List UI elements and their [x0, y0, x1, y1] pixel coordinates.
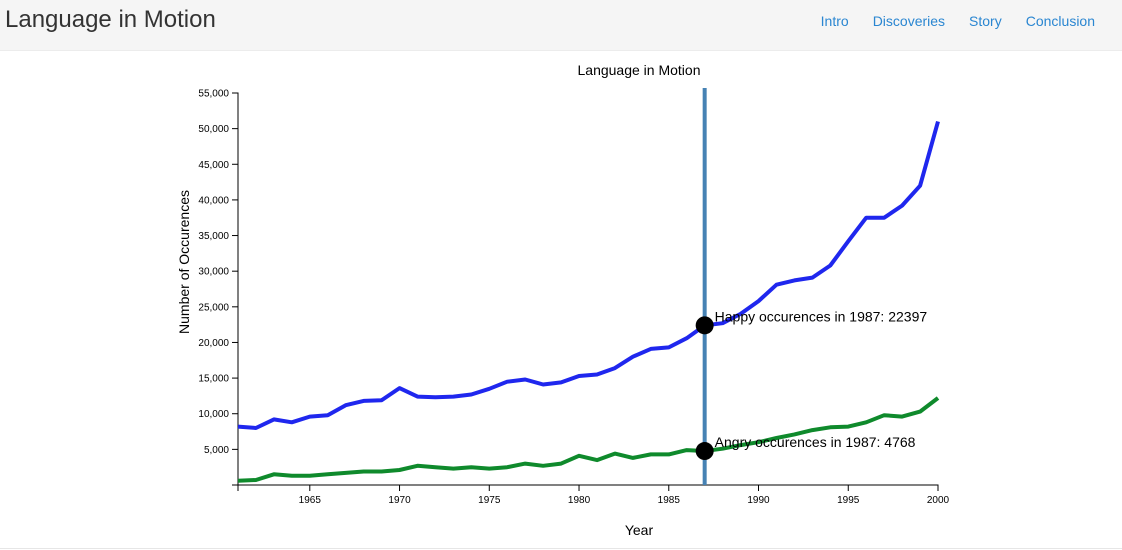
line-chart[interactable]: Language in Motion 5,000 10,000 15,000 20,0…	[0, 50, 1122, 548]
y-tick-label: 15,000	[198, 374, 229, 385]
angry-focus-label: Angry occurences in 1987: 4768	[715, 434, 916, 450]
y-tick-label: 50,000	[198, 124, 229, 135]
nav-link-story[interactable]: Story	[969, 13, 1002, 29]
y-tick-label: 10,000	[198, 409, 229, 420]
happy-line	[237, 120, 940, 430]
y-tick-label: 35,000	[198, 231, 229, 242]
x-tick-label: 1975	[478, 495, 501, 506]
y-axis: 5,000 10,000 15,000 20,000 25,000 30,000 35,00…	[198, 89, 239, 486]
happy-focus-label: Happy occurences in 1987: 22397	[715, 308, 928, 324]
y-tick-label: 20,000	[198, 338, 229, 349]
x-tick-label: 2000	[927, 495, 950, 506]
x-tick-label: 1985	[658, 495, 681, 506]
nav-link-intro[interactable]: Intro	[820, 13, 849, 29]
angry-focus-marker	[695, 442, 714, 461]
bottom-divider	[0, 548, 1122, 549]
x-tick-label: 1990	[747, 495, 770, 506]
focus-group: Happy occurences in 1987: 22397 Angry occ…	[695, 88, 928, 485]
nav-link-conclusion[interactable]: Conclusion	[1025, 13, 1095, 29]
x-axis-label: Year	[625, 522, 654, 538]
y-tick-label: 40,000	[198, 195, 229, 206]
happy-focus-marker	[695, 316, 714, 335]
y-tick-label: 5,000	[204, 445, 229, 456]
x-tick-label: 1965	[299, 495, 322, 506]
x-tick-label: 1980	[568, 495, 591, 506]
y-tick-label: 30,000	[198, 267, 229, 278]
angry-line	[237, 396, 940, 483]
x-axis-line	[237, 484, 939, 491]
x-tick-label: 1995	[837, 495, 860, 506]
y-axis-line	[232, 92, 239, 486]
y-tick-label: 55,000	[198, 89, 229, 100]
series-lines	[237, 120, 940, 483]
x-tick-label: 1970	[388, 495, 411, 506]
chart-title: Language in Motion	[578, 62, 701, 78]
y-axis-label: Number of Occurences	[176, 190, 192, 334]
brand-title[interactable]: Language in Motion	[5, 6, 216, 33]
nav-link-discoveries[interactable]: Discoveries	[872, 13, 946, 29]
x-axis: 1965 1970 1975 1980 1985 1990 1995 2000	[237, 484, 950, 506]
nav-links: Intro Discoveries Story Conclusion	[797, 13, 1095, 29]
navbar: Language in Motion Intro Discoveries Sto…	[0, 0, 1122, 51]
y-tick-label: 45,000	[198, 160, 229, 171]
y-tick-label: 25,000	[198, 302, 229, 313]
